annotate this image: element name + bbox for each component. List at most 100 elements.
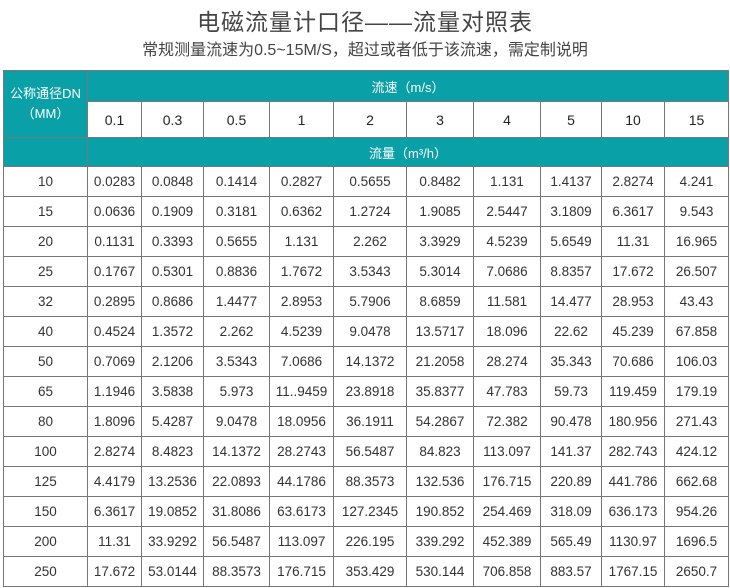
velocity-cell: 10: [601, 101, 665, 138]
table-row: 65 1.1946 3.5838 5.973 11..9459 23.8918 35.837…: [3, 376, 730, 407]
flow-cell: 5.3014: [406, 256, 474, 287]
flow-cell: 22.0893: [203, 466, 270, 497]
flow-header: 流量（m³/h）: [86, 137, 730, 167]
flow-cell: 180.956: [601, 406, 665, 437]
flow-cell: 2.8274: [87, 436, 142, 467]
flow-cell: 1.8096: [87, 406, 142, 437]
flow-cell: 56.5487: [203, 526, 270, 557]
table-row: 50 0.7069 2.1206 3.5343 7.0686 14.1372 21.2058…: [3, 346, 730, 377]
flow-cell: 0.1131: [87, 226, 142, 257]
flow-cell: 636.173: [601, 496, 665, 527]
velocity-cell: 2: [333, 101, 407, 138]
table-row: 10 0.0283 0.0848 0.1414 0.2827 0.5655 0.8482 1.…: [3, 166, 730, 197]
flow-cell: 0.2895: [87, 286, 142, 317]
velocity-cell: 0.3: [141, 101, 204, 138]
velocity-cell: 1: [269, 101, 334, 138]
flow-cell: 3.5838: [141, 376, 204, 407]
flow-cell: 56.5487: [333, 436, 407, 467]
flow-cell: 70.686: [601, 346, 665, 377]
table-row: 15 0.0636 0.1909 0.3181 0.6362 1.2724 1.9085 2.…: [3, 196, 730, 227]
velocity-header: 流速（m/s）: [86, 70, 730, 102]
dn-cell: 125: [3, 466, 88, 497]
flow-cell: 220.89: [540, 466, 602, 497]
flow-cell: 18.096: [473, 316, 541, 347]
flow-cell: 0.1767: [87, 256, 142, 287]
flow-cell: 84.823: [406, 436, 474, 467]
flow-cell: 16.965: [663, 226, 730, 257]
table-row: 40 0.4524 1.3572 2.262 4.5239 9.0478 13.5717 18…: [3, 316, 730, 347]
flow-cell: 2.8953: [269, 286, 334, 317]
flow-cell: 53.0144: [141, 556, 204, 587]
flow-cell: 28.953: [601, 286, 665, 317]
flow-cell: 31.8086: [203, 496, 270, 527]
flow-cell: 7.0686: [269, 346, 334, 377]
flow-cell: 662.68: [663, 466, 730, 497]
flow-cell: 3.3929: [406, 226, 474, 257]
flow-cell: 72.382: [473, 406, 541, 437]
flow-cell: 3.1809: [540, 196, 602, 227]
flow-cell: 0.3181: [203, 196, 270, 227]
velocity-cell: 5: [540, 101, 602, 138]
flow-cell: 4.5239: [473, 226, 541, 257]
table-row: 100 2.8274 8.4823 14.1372 28.2743 56.5487 84.8…: [3, 436, 730, 467]
page-subtitle: 常规测量流速为0.5~15M/S，超过或者低于该流速，需定制说明: [142, 42, 588, 59]
flow-cell: 282.743: [601, 436, 665, 467]
flow-cell: 0.4524: [87, 316, 142, 347]
dn-cell: 40: [3, 316, 88, 347]
flow-cell: 0.8686: [141, 286, 204, 317]
flow-cell: 88.3573: [203, 556, 270, 587]
dn-cell: 65: [3, 376, 88, 407]
flow-cell: 179.19: [663, 376, 730, 407]
flow-cell: 11.581: [473, 286, 541, 317]
dn-cell: 100: [3, 436, 88, 467]
flow-cell: 0.0636: [87, 196, 142, 227]
velocity-cell: 4: [473, 101, 541, 138]
flow-cell: 0.0848: [141, 166, 204, 197]
flow-cell: 0.1414: [203, 166, 270, 197]
flow-cell: 119.459: [601, 376, 665, 407]
flow-cell: 106.03: [663, 346, 730, 377]
flow-cell: 21.2058: [406, 346, 474, 377]
flow-cell: 1.131: [269, 226, 334, 257]
flow-cell: 8.4823: [141, 436, 204, 467]
flow-cell: 339.292: [406, 526, 474, 557]
flow-cell: 530.144: [406, 556, 474, 587]
flow-cell: 19.0852: [141, 496, 204, 527]
flow-cell: 1.2724: [333, 196, 407, 227]
flow-cell: 113.097: [269, 526, 334, 557]
flow-cell: 132.536: [406, 466, 474, 497]
flow-cell: 8.6859: [406, 286, 474, 317]
dn-header-line2: （MM）: [21, 106, 70, 121]
dn-cell: 50: [3, 346, 88, 377]
flow-cell: 9.0478: [203, 406, 270, 437]
flow-cell: 0.0283: [87, 166, 142, 197]
velocity-cell: 15: [663, 101, 730, 138]
flow-cell: 26.507: [663, 256, 730, 287]
flow-cell: 1.4477: [203, 286, 270, 317]
flow-cell: 4.241: [663, 166, 730, 197]
flow-cell: 176.715: [473, 466, 541, 497]
flow-cell: 1.3572: [141, 316, 204, 347]
flow-cell: 36.1911: [333, 406, 407, 437]
flow-cell: 14.477: [540, 286, 602, 317]
flow-cell: 17.672: [87, 556, 142, 587]
flow-cell: 4.4179: [87, 466, 142, 497]
flow-cell: 90.478: [540, 406, 602, 437]
dn-cell: 32: [3, 286, 88, 317]
table-row: 20 0.1131 0.3393 0.5655 1.131 2.262 3.3929 4.52…: [3, 226, 730, 257]
flow-cell: 18.0956: [269, 406, 334, 437]
table-row: 80 1.8096 5.4287 9.0478 18.0956 36.1911 54.286…: [3, 406, 730, 437]
flow-cell: 14.1372: [203, 436, 270, 467]
flow-cell: 28.2743: [269, 436, 334, 467]
flow-cell: 2.262: [203, 316, 270, 347]
velocity-cell: 0.5: [203, 101, 270, 138]
flow-cell: 190.852: [406, 496, 474, 527]
blank-header-cell: [3, 137, 88, 167]
flow-cell: 17.672: [601, 256, 665, 287]
flow-cell: 11..9459: [269, 376, 334, 407]
flow-cell: 1696.5: [663, 526, 730, 557]
table-row: 150 6.3617 19.0852 31.8086 63.6173 127.2345 19…: [3, 496, 730, 527]
flow-cell: 883.57: [540, 556, 602, 587]
flow-cell: 1.9085: [406, 196, 474, 227]
flow-cell: 254.469: [473, 496, 541, 527]
